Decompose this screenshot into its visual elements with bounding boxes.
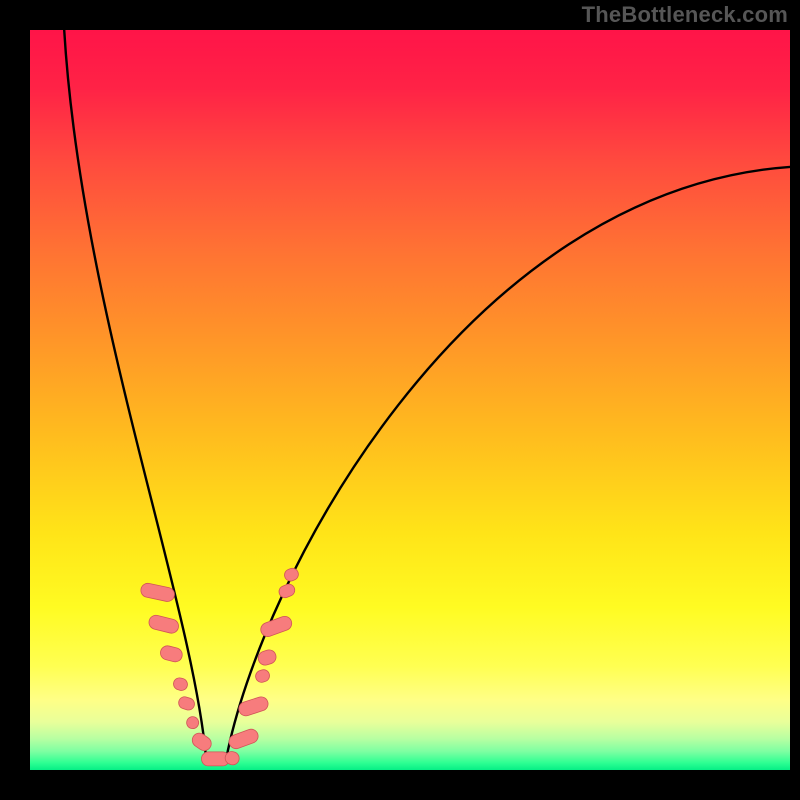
gradient-background bbox=[30, 30, 790, 770]
plot-area bbox=[30, 30, 790, 770]
watermark-text: TheBottleneck.com bbox=[582, 2, 788, 28]
chart-frame: TheBottleneck.com bbox=[0, 0, 800, 800]
chart-svg bbox=[30, 30, 790, 770]
